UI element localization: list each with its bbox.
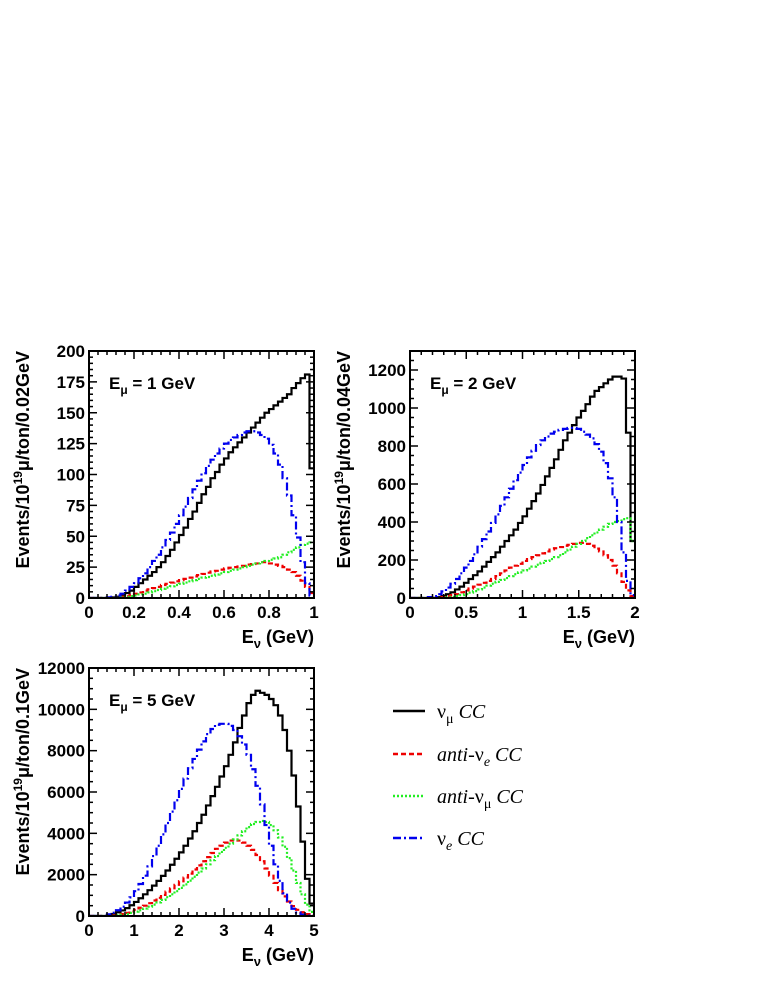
- x-tick-label: 2: [174, 921, 183, 940]
- x-tick-label: 0: [84, 603, 93, 622]
- y-tick-label: 125: [57, 435, 85, 454]
- series-numu: [89, 373, 314, 598]
- x-tick-label: 1: [309, 603, 318, 622]
- series-antinue: [89, 838, 314, 916]
- x-tick-label: 2: [630, 603, 639, 622]
- y-tick-label: 4000: [47, 824, 85, 843]
- legend-item-antinumu: anti-νμ CC: [393, 786, 524, 812]
- legend-label: anti-νμ CC: [437, 786, 524, 812]
- y-tick-label: 0: [397, 589, 406, 608]
- series-numu: [89, 689, 314, 916]
- series-antinumu: [89, 541, 314, 598]
- series-nue: [410, 426, 635, 598]
- x-axis-label: Eν (GeV): [563, 627, 635, 651]
- y-tick-label: 50: [66, 527, 85, 546]
- legend-item-antinue: anti-νe CC: [393, 744, 522, 770]
- y-tick-label: 1200: [368, 361, 406, 380]
- legend-label: anti-νe CC: [437, 744, 522, 770]
- panel-1: 0 0.2 0.4 0.6 0.8 1 0 25 50 75 100 125 150 175 200 Eν (…: [11, 342, 319, 651]
- y-axis-label: Events/1019μ/ton/0.1GeV: [11, 668, 33, 875]
- x-tick-label: 0.8: [257, 603, 281, 622]
- x-tick-label: 1: [518, 603, 527, 622]
- legend-item-numu: νμ CC: [393, 701, 486, 727]
- x-tick-label: 1: [129, 921, 138, 940]
- panel-3: 0 1 2 3 4 5 0 2000 4000 6000 8000 10000 12000 Eν (GeV…: [11, 659, 319, 969]
- series-antinumu: [410, 517, 635, 598]
- panel-annotation: Eμ = 1 GeV: [109, 374, 196, 397]
- y-tick-label: 1000: [368, 399, 406, 418]
- x-tick-label: 5: [309, 921, 318, 940]
- panel-2: 0 0.5 1 1.5 2 0 200 400 600 800 1000 1200 Eν (GeV) Ev…: [332, 350, 640, 651]
- x-tick-label: 0.2: [122, 603, 146, 622]
- y-axis-label: Events/1019μ/ton/0.02GeV: [11, 351, 33, 568]
- legend-label: νμ CC: [437, 701, 486, 727]
- y-tick-label: 200: [57, 342, 85, 361]
- series-antinumu: [89, 819, 314, 916]
- y-tick-label: 100: [57, 466, 85, 485]
- x-tick-label: 1.5: [567, 603, 591, 622]
- y-tick-label: 150: [57, 404, 85, 423]
- y-tick-label: 10000: [38, 700, 85, 719]
- y-tick-label: 8000: [47, 742, 85, 761]
- series-antinue: [89, 561, 314, 598]
- series-nue: [89, 430, 314, 598]
- y-axis-label: Events/1019μ/ton/0.04GeV: [332, 351, 354, 568]
- y-tick-label: 200: [378, 551, 406, 570]
- panel-annotation: Eμ = 5 GeV: [109, 691, 196, 714]
- y-tick-label: 25: [66, 558, 85, 577]
- series-antinue: [410, 541, 635, 598]
- x-tick-label: 0.4: [167, 603, 191, 622]
- x-tick-label: 4: [264, 921, 274, 940]
- y-tick-label: 600: [378, 475, 406, 494]
- y-tick-label: 6000: [47, 783, 85, 802]
- y-tick-label: 75: [66, 496, 85, 515]
- y-tick-label: 0: [76, 589, 85, 608]
- series-numu: [410, 375, 635, 598]
- y-tick-label: 0: [76, 907, 85, 926]
- x-tick-label: 0: [405, 603, 414, 622]
- x-axis-label: Eν (GeV): [242, 627, 314, 651]
- series-group: [410, 375, 635, 598]
- x-tick-label: 0.5: [454, 603, 478, 622]
- y-tick-label: 12000: [38, 659, 85, 678]
- legend-item-nue: νe CC: [393, 828, 485, 854]
- y-tick-label: 800: [378, 437, 406, 456]
- x-tick-label: 3: [219, 921, 228, 940]
- y-tick-label: 400: [378, 513, 406, 532]
- series-group: [89, 689, 314, 916]
- legend: νμ CC anti-νe CC anti-νμ CC νe CC: [393, 701, 524, 854]
- x-tick-label: 0.6: [212, 603, 236, 622]
- panel-annotation: Eμ = 2 GeV: [430, 374, 517, 397]
- x-axis-label: Eν (GeV): [242, 945, 314, 969]
- x-tick-label: 0: [84, 921, 93, 940]
- series-nue: [89, 722, 314, 916]
- y-tick-label: 175: [57, 373, 85, 392]
- legend-label: νe CC: [437, 828, 485, 854]
- series-group: [89, 373, 314, 598]
- y-tick-label: 2000: [47, 866, 85, 885]
